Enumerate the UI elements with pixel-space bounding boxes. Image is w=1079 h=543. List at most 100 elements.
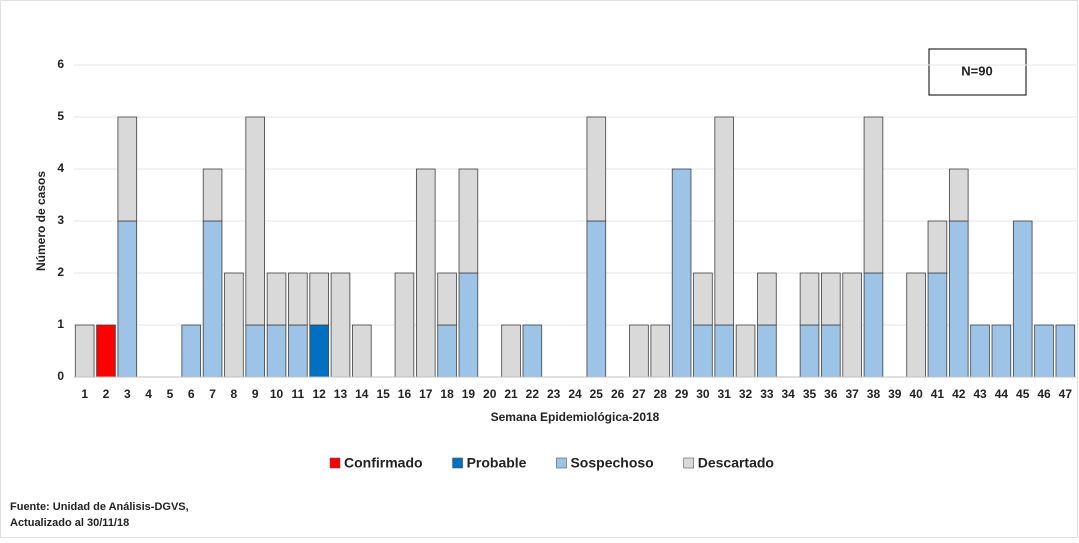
bar-segment [96, 324, 116, 378]
bar-segment [927, 272, 948, 378]
x-tick-label: 42 [952, 387, 966, 401]
bar-segment [586, 116, 607, 222]
bar-segment [714, 324, 735, 378]
x-tick-label: 3 [124, 387, 131, 401]
bar-segment [970, 324, 990, 378]
bar-segment [394, 272, 415, 378]
x-tick-label: 2 [103, 387, 110, 401]
x-tick-label: 11 [292, 387, 305, 401]
x-tick-label: 24 [568, 387, 582, 401]
bar-segment [437, 324, 457, 378]
bar-segment [245, 116, 265, 326]
bar-segment [586, 220, 607, 378]
x-tick-label: 4 [145, 387, 152, 401]
x-tick-label: 28 [654, 387, 668, 401]
bar-segment [202, 168, 223, 222]
x-tick-label: 19 [462, 387, 476, 401]
bar-segment [1055, 324, 1076, 378]
x-tick-label: 37 [845, 387, 859, 401]
x-tick-label: 12 [312, 387, 326, 401]
bar-segment [266, 272, 287, 326]
x-tick-label: 8 [231, 387, 238, 401]
bar-segment [458, 272, 479, 378]
y-tick-label: 2 [57, 265, 64, 279]
bar-segment [1012, 220, 1033, 378]
legend-swatch [452, 457, 463, 469]
bar-segment [437, 272, 457, 326]
x-tick-label: 9 [252, 387, 259, 401]
bar-segment [74, 324, 95, 378]
x-tick-label: 31 [718, 387, 732, 401]
bar-segment [352, 324, 372, 378]
bar-segment [693, 324, 713, 378]
bar-segment [629, 324, 649, 378]
bar-segment [991, 324, 1012, 378]
bar-segment [266, 324, 287, 378]
bar-segment [821, 272, 841, 326]
bar-segment [330, 272, 351, 378]
y-tick-label: 1 [57, 317, 64, 331]
source-line: Actualizado al 30/11/18 [10, 517, 129, 529]
bar-segment [288, 324, 308, 378]
x-tick-label: 22 [526, 387, 540, 401]
y-axis-label: Número de casos [34, 171, 48, 271]
x-tick-label: 40 [909, 387, 923, 401]
x-tick-label: 25 [590, 387, 604, 401]
x-tick-label: 41 [931, 387, 945, 401]
x-tick-label: 23 [547, 387, 561, 401]
bar-segment [650, 324, 671, 378]
x-tick-label: 13 [334, 387, 348, 401]
bar-segment [501, 324, 521, 378]
bar-segment [181, 324, 202, 378]
x-tick-label: 14 [355, 387, 369, 401]
bar-segment [863, 116, 884, 274]
legend-label: Probable [467, 455, 527, 471]
x-tick-label: 27 [632, 387, 646, 401]
bar-segment [288, 272, 308, 326]
bar-segment [117, 220, 138, 378]
bar-segment [1034, 324, 1054, 378]
bar-segment [117, 116, 138, 222]
legend-label: Sospechoso [570, 455, 653, 471]
bar-segment [202, 220, 223, 378]
y-tick-label: 4 [57, 161, 64, 175]
x-tick-label: 29 [675, 387, 689, 401]
y-tick-label: 5 [57, 109, 64, 123]
x-tick-label: 16 [398, 387, 412, 401]
x-tick-label: 46 [1037, 387, 1051, 401]
x-tick-label: 39 [888, 387, 902, 401]
x-tick-label: 21 [504, 387, 518, 401]
x-tick-label: 5 [167, 387, 174, 401]
y-tick-label: 0 [57, 369, 64, 383]
y-tick-label: 6 [57, 57, 64, 71]
x-tick-label: 26 [611, 387, 625, 401]
bar-segment [799, 272, 820, 326]
bar-segment [458, 168, 479, 274]
legend-label: Confirmado [344, 455, 423, 471]
bar-segment [245, 324, 265, 378]
x-tick-label: 17 [419, 387, 433, 401]
x-tick-label: 18 [440, 387, 454, 401]
source-line: Fuente: Unidad de Análisis-DGVS, [10, 501, 189, 513]
bar-segment [309, 272, 329, 326]
annotation-box [928, 48, 1027, 96]
bar-segment [671, 168, 692, 378]
bar-segment [757, 272, 777, 326]
x-tick-label: 30 [696, 387, 710, 401]
bar-segment [948, 168, 969, 222]
bar-segment [309, 324, 329, 378]
bar-segment [927, 220, 948, 274]
x-tick-label: 47 [1059, 387, 1073, 401]
bar-segment [948, 220, 969, 378]
bar-segment [714, 116, 735, 326]
x-tick-label: 44 [995, 387, 1009, 401]
bar-segment [415, 168, 436, 378]
x-tick-label: 35 [803, 387, 817, 401]
x-tick-label: 7 [209, 387, 216, 401]
legend: Confirmado Probable Sospechoso Descartado [329, 455, 774, 471]
bar-segment [799, 324, 820, 378]
bar-segment [821, 324, 841, 378]
